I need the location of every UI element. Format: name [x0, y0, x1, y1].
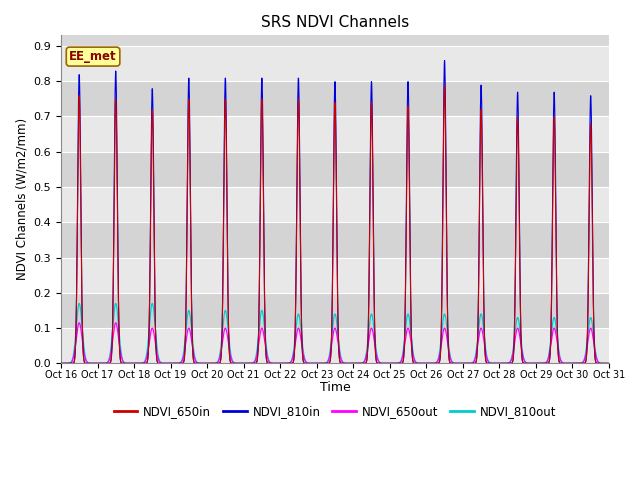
Line: NDVI_810in: NDVI_810in	[61, 60, 609, 363]
NDVI_810in	[57, 360, 65, 366]
Bar	[61, 81, 609, 117]
Bar	[61, 222, 609, 258]
Y-axis label: NDVI Channels (W/m2/mm): NDVI Channels (W/m2/mm)	[15, 118, 28, 280]
NDVI_650in	[536, 360, 543, 366]
NDVI_810out	[595, 359, 602, 365]
NDVI_650in	[569, 360, 577, 366]
NDVI_650out	[57, 360, 65, 366]
NDVI_810out	[120, 359, 127, 365]
X-axis label: Time: Time	[319, 381, 350, 394]
NDVI_810in	[595, 360, 602, 366]
NDVI_650out	[595, 360, 602, 365]
NDVI_810out	[536, 360, 543, 366]
NDVI_650out	[120, 360, 127, 365]
NDVI_650out	[76, 320, 83, 326]
NDVI_650in	[152, 346, 160, 351]
NDVI_650in	[291, 340, 299, 346]
NDVI_810out	[268, 360, 275, 366]
NDVI_810in	[268, 360, 275, 366]
NDVI_650out	[291, 341, 299, 347]
NDVI_810out	[605, 360, 612, 366]
NDVI_810in	[441, 58, 449, 63]
NDVI_650out	[605, 360, 612, 366]
NDVI_650out	[268, 360, 275, 366]
NDVI_810in	[152, 344, 160, 350]
NDVI_810out	[291, 335, 299, 341]
Bar	[61, 293, 609, 328]
Line: NDVI_810out: NDVI_810out	[61, 303, 609, 363]
NDVI_650in	[268, 360, 275, 366]
Bar	[61, 117, 609, 152]
NDVI_650in	[605, 360, 612, 366]
NDVI_810in	[569, 360, 577, 366]
NDVI_810out	[57, 360, 65, 366]
Line: NDVI_650out: NDVI_650out	[61, 323, 609, 363]
NDVI_650in	[595, 360, 602, 366]
NDVI_810in	[291, 338, 299, 344]
Text: EE_met: EE_met	[69, 50, 117, 63]
Bar	[61, 152, 609, 187]
Bar	[61, 258, 609, 293]
NDVI_810in	[605, 360, 612, 366]
Bar	[61, 187, 609, 222]
NDVI_650out	[152, 348, 160, 353]
NDVI_650in	[57, 360, 65, 366]
Bar	[61, 328, 609, 363]
Bar	[61, 46, 609, 81]
Legend: NDVI_650in, NDVI_810in, NDVI_650out, NDVI_810out: NDVI_650in, NDVI_810in, NDVI_650out, NDV…	[109, 401, 561, 423]
Line: NDVI_650in: NDVI_650in	[61, 85, 609, 363]
NDVI_810out	[76, 300, 83, 306]
NDVI_810in	[536, 360, 543, 366]
NDVI_810out	[152, 336, 160, 342]
NDVI_650in	[441, 82, 449, 88]
NDVI_810in	[120, 360, 127, 366]
Title: SRS NDVI Channels: SRS NDVI Channels	[261, 15, 409, 30]
NDVI_810out	[495, 360, 503, 366]
NDVI_650out	[536, 360, 543, 366]
NDVI_650in	[120, 360, 127, 366]
NDVI_650out	[131, 360, 138, 366]
